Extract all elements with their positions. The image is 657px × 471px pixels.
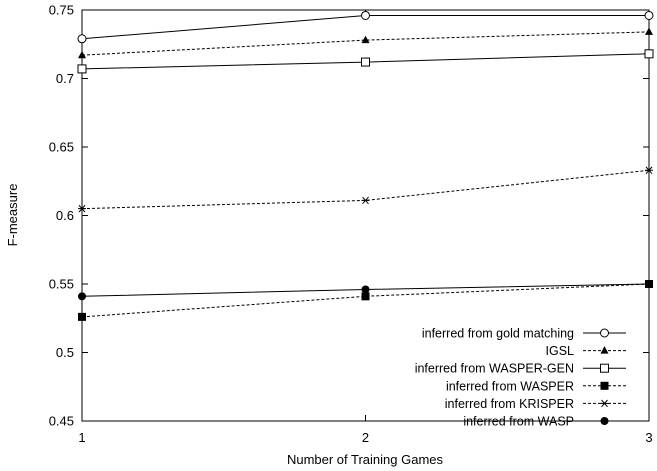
- x-tick-label: 1: [78, 430, 85, 445]
- legend-marker: [600, 417, 609, 425]
- x-tick-label: 3: [645, 430, 652, 445]
- series-6: [78, 280, 653, 301]
- data-point: [78, 292, 86, 301]
- legend-item: inferred from WASPER-GEN: [415, 362, 626, 376]
- legend-item: IGSL: [546, 344, 626, 358]
- legend-label: inferred from WASPER-GEN: [415, 362, 574, 376]
- data-point: [361, 285, 370, 294]
- data-point: [361, 10, 370, 20]
- y-axis-title: F-measure: [5, 184, 20, 247]
- data-point: [361, 57, 370, 67]
- legend: inferred from gold matching IGSL inferred …: [415, 327, 626, 429]
- series-5: [78, 166, 653, 213]
- plot-frame: [81, 9, 650, 422]
- y-tick-label: 0.75: [49, 3, 74, 18]
- legend-label: inferred from WASPER: [446, 379, 574, 393]
- data-point: [78, 50, 86, 59]
- legend-marker: [600, 399, 609, 408]
- data-point: [78, 312, 86, 321]
- series-line: [81, 169, 650, 210]
- data-point: [361, 196, 370, 205]
- legend-item: inferred from gold matching: [422, 327, 626, 341]
- legend-marker: [600, 328, 609, 338]
- x-axis-title: Number of Training Games: [287, 452, 444, 467]
- data-point: [645, 280, 653, 288]
- legend-marker: [600, 363, 609, 373]
- data-point: [78, 204, 86, 213]
- y-tick-label: 0.55: [49, 277, 74, 292]
- legend-label: inferred from WASP: [463, 415, 574, 429]
- legend-item: inferred from WASPER: [446, 379, 626, 393]
- y-tick-label: 0.65: [49, 140, 74, 155]
- legend-marker: [600, 346, 609, 354]
- data-point: [644, 49, 654, 59]
- series-3: [77, 49, 654, 74]
- y-axis-ticks: 0.45 0.5 0.55 0.6 0.65 0.7 0.75: [49, 3, 649, 429]
- data-point: [644, 10, 654, 20]
- data-point: [77, 34, 87, 44]
- y-tick-label: 0.5: [56, 345, 74, 360]
- legend-label: IGSL: [546, 344, 575, 358]
- data-point: [645, 27, 653, 35]
- series-1: [77, 10, 654, 44]
- legend-label: inferred from gold matching: [422, 327, 574, 341]
- legend-item: inferred from KRISPER: [445, 397, 626, 411]
- data-point: [361, 35, 370, 44]
- series-2: [78, 27, 653, 59]
- y-tick-label: 0.7: [56, 71, 74, 86]
- legend-label: inferred from KRISPER: [445, 397, 574, 411]
- y-tick-label: 0.6: [56, 208, 74, 223]
- series-layer: [77, 10, 654, 321]
- data-point: [361, 292, 370, 301]
- legend-item: inferred from WASP: [463, 415, 626, 429]
- data-point: [77, 64, 87, 74]
- legend-marker: [600, 381, 609, 390]
- series-line: [81, 31, 650, 56]
- data-point: [645, 166, 653, 175]
- y-tick-label: 0.45: [49, 414, 74, 429]
- x-tick-label: 2: [362, 430, 369, 445]
